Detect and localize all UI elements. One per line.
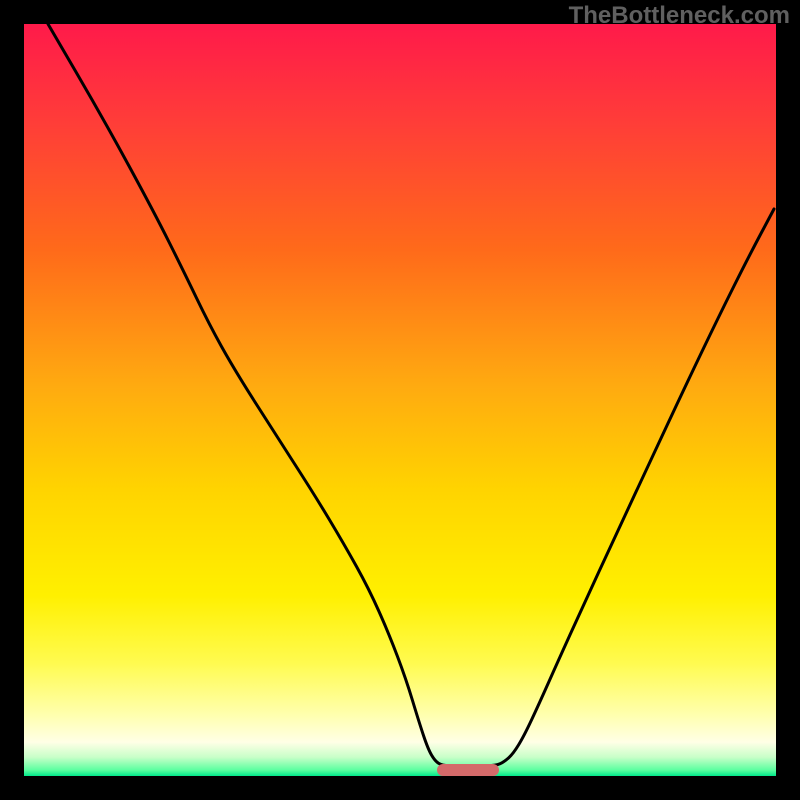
chart-container: TheBottleneck.com — [0, 0, 800, 800]
optimal-zone-marker — [437, 764, 499, 776]
chart-svg — [24, 24, 776, 776]
watermark-text: TheBottleneck.com — [569, 2, 790, 30]
plot-area — [24, 24, 776, 776]
